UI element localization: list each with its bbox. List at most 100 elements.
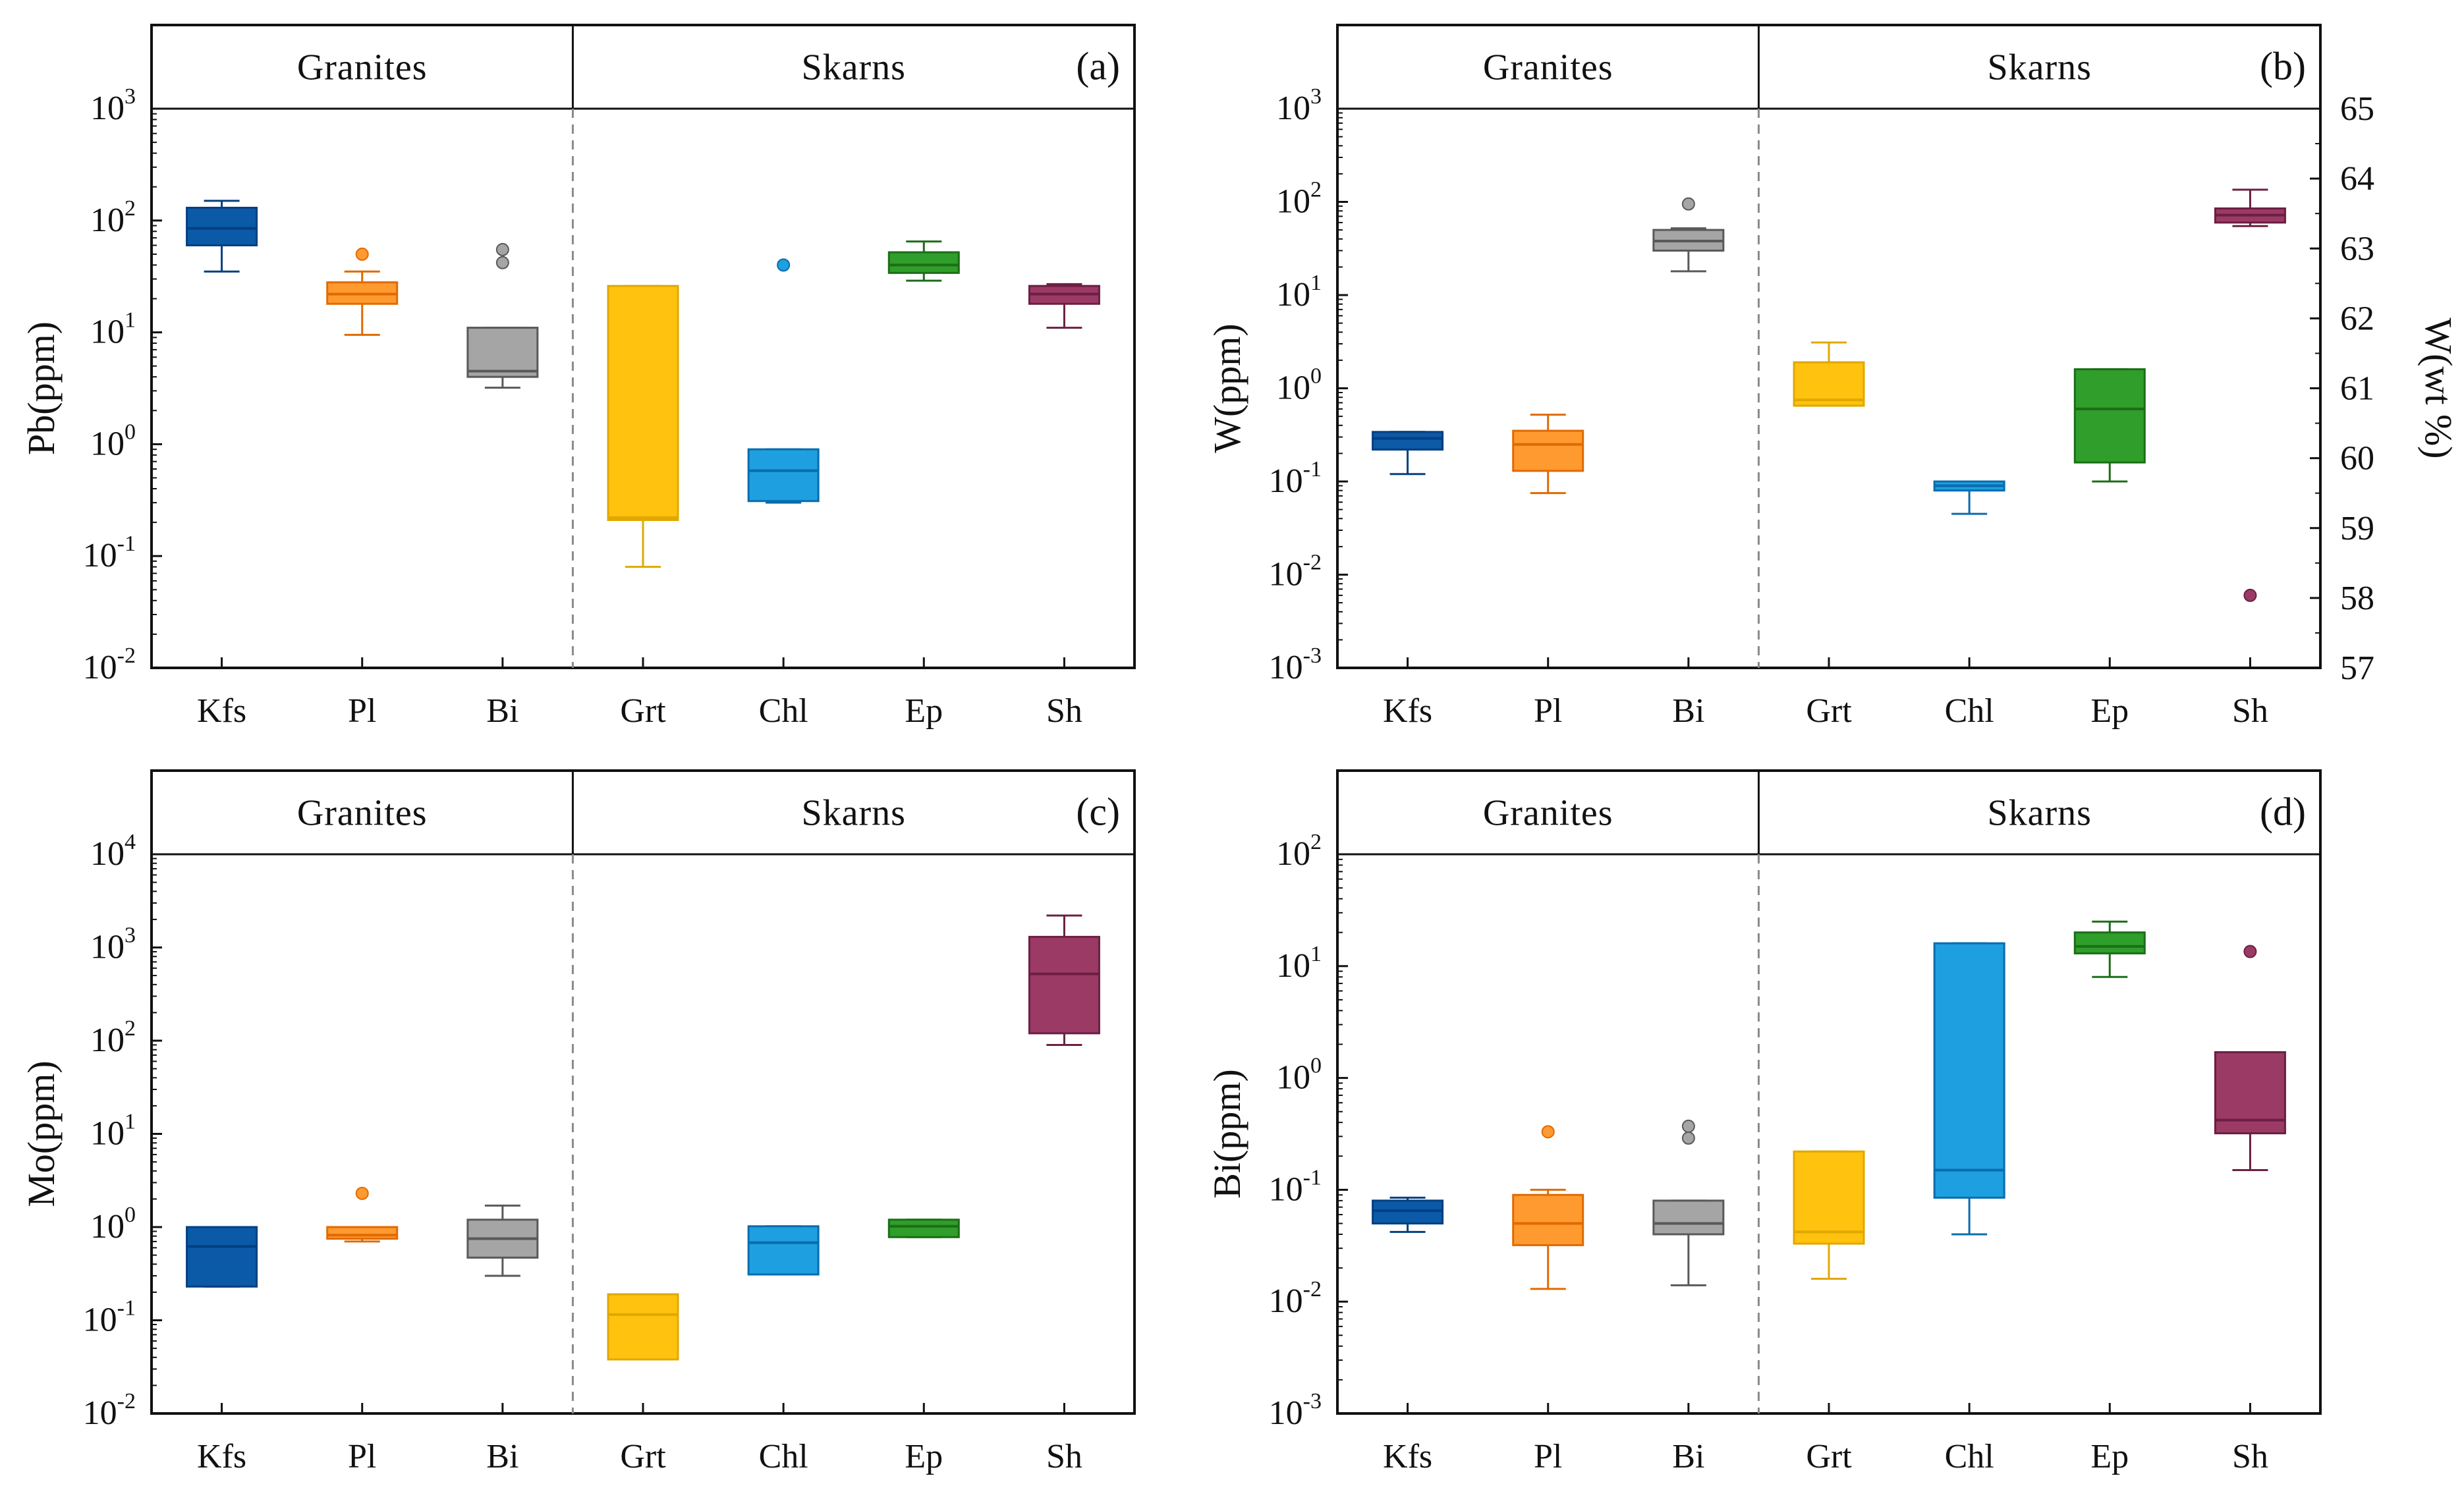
outlier-point xyxy=(355,1186,369,1200)
outlier-point xyxy=(1681,1119,1695,1133)
box-ep xyxy=(2073,368,2146,483)
box-bi xyxy=(466,242,539,389)
box-kfs xyxy=(186,200,258,273)
y-tick-label: 10-1 xyxy=(83,532,136,574)
outlier-point xyxy=(355,247,369,261)
group-label-skarns: Skarns xyxy=(801,793,905,834)
panel-tag: (b) xyxy=(2260,45,2306,88)
iqr-box xyxy=(747,1225,820,1276)
y-tick-label: 10-1 xyxy=(1269,1165,1322,1208)
iqr-box xyxy=(1372,1199,1444,1225)
y2-tick-label: 65 xyxy=(2340,90,2374,128)
box-bi xyxy=(466,1204,539,1277)
box-grt xyxy=(607,1293,679,1361)
panel-tag: (a) xyxy=(1076,45,1120,88)
box-sh xyxy=(2214,188,2286,602)
iqr-box xyxy=(607,1293,679,1361)
outlier-point xyxy=(495,242,509,256)
group-label-granites: Granites xyxy=(1483,47,1613,88)
iqr-box xyxy=(1028,935,1100,1035)
y2-tick-label: 62 xyxy=(2340,300,2374,337)
iqr-box xyxy=(186,1226,258,1288)
y2-tick-label: 58 xyxy=(2340,580,2374,617)
x-tick-label: Pl xyxy=(1534,692,1562,730)
axes-group: Granites Skarns (b) 10-3 10-2 10-1 100 101 102 10… xyxy=(1206,24,2460,730)
box-chl xyxy=(747,258,820,504)
y2-tick-label: 64 xyxy=(2340,160,2374,198)
x-tick-label: Kfs xyxy=(197,692,246,730)
box-kfs xyxy=(1372,431,1444,476)
x-tick-label: Chl xyxy=(1945,1438,1994,1475)
x-tick-label: Kfs xyxy=(1383,1438,1432,1475)
y-tick-label: 10-1 xyxy=(83,1296,136,1339)
box-pl xyxy=(1512,1125,1584,1290)
box-pl xyxy=(326,1186,399,1243)
y2-tick-label: 60 xyxy=(2340,440,2374,478)
x-tick-label: Bi xyxy=(486,1438,518,1475)
iqr-box xyxy=(1652,1199,1725,1236)
y2-tick-label: 63 xyxy=(2340,230,2374,267)
axes-group: Granites Skarns (d) 10-3 10-2 10-1 100 101 102 Bi… xyxy=(1206,769,2322,1475)
x-tick-label: Kfs xyxy=(1383,692,1432,730)
panel-a: Granites Skarns (a) 10-2 10-1 100 101 102 103 Pb(… xyxy=(20,24,1136,730)
y-tick-label: 100 xyxy=(1276,1054,1322,1097)
box-kfs xyxy=(1372,1196,1444,1233)
y-tick-label: 102 xyxy=(1276,830,1322,873)
y-axis-title: Bi(ppm) xyxy=(1206,1069,1248,1199)
box-chl xyxy=(747,1225,820,1276)
iqr-box xyxy=(466,327,539,378)
box-pl xyxy=(1512,414,1584,495)
y2-axis-title: W(wt %) xyxy=(2417,317,2460,458)
y-tick-label: 101 xyxy=(90,1110,136,1153)
y-axis-title: Mo(ppm) xyxy=(20,1060,63,1207)
x-tick-label: Ep xyxy=(905,1438,943,1475)
outlier-point xyxy=(777,258,791,272)
y-tick-label: 10-2 xyxy=(1269,551,1322,593)
y-tick-label: 102 xyxy=(1276,178,1322,221)
y-tick-label: 104 xyxy=(90,830,136,873)
box-bi xyxy=(1652,1119,1725,1286)
panel-b: Granites Skarns (b) 10-3 10-2 10-1 100 101 102 10… xyxy=(1206,24,2460,730)
iqr-box xyxy=(2073,931,2146,954)
x-tick-label: Bi xyxy=(1672,1438,1704,1475)
box-grt xyxy=(1793,341,1865,407)
x-tick-label: Sh xyxy=(2232,692,2268,730)
y-tick-label: 100 xyxy=(1276,364,1322,407)
y-tick-label: 103 xyxy=(90,923,136,966)
iqr-box xyxy=(326,1226,399,1240)
y-tick-label: 10-2 xyxy=(83,644,136,686)
box-bi xyxy=(1652,197,1725,273)
x-tick-label: Sh xyxy=(1046,692,1082,730)
iqr-box xyxy=(1512,429,1584,472)
box-chl xyxy=(1933,942,2005,1236)
iqr-box xyxy=(887,251,960,274)
outlier-point xyxy=(1681,1131,1695,1145)
y-tick-label: 10-2 xyxy=(1269,1277,1322,1320)
axes-group: Granites Skarns (a) 10-2 10-1 100 101 102 103 Pb(… xyxy=(20,24,1136,730)
y2-tick-label: 59 xyxy=(2340,510,2374,547)
iqr-box xyxy=(186,206,258,246)
y-axis-title: W(ppm) xyxy=(1206,323,1248,453)
y-tick-label: 100 xyxy=(90,1203,136,1246)
x-tick-label: Ep xyxy=(2090,1438,2129,1475)
iqr-box xyxy=(1372,431,1444,451)
x-tick-label: Ep xyxy=(2090,692,2129,730)
y-tick-label: 103 xyxy=(90,84,136,127)
iqr-box xyxy=(1933,942,2005,1199)
x-tick-label: Grt xyxy=(1806,1438,1852,1475)
panel-tag: (d) xyxy=(2260,790,2306,834)
iqr-box xyxy=(747,448,820,503)
y-tick-label: 103 xyxy=(1276,84,1322,127)
y2-tick-label: 57 xyxy=(2340,649,2374,687)
x-tick-label: Grt xyxy=(620,692,666,730)
box-grt xyxy=(607,285,679,568)
iqr-box xyxy=(1793,1150,1865,1245)
box-sh xyxy=(1028,283,1100,329)
y-tick-label: 101 xyxy=(90,308,136,351)
panel-d: Granites Skarns (d) 10-3 10-2 10-1 100 101 102 Bi… xyxy=(1206,769,2322,1475)
panel-c: Granites Skarns (c) 10-2 10-1 100 101 102 103 104… xyxy=(20,769,1136,1475)
group-label-skarns: Skarns xyxy=(1987,47,2091,88)
x-tick-label: Bi xyxy=(1672,692,1704,730)
outlier-point xyxy=(1681,197,1695,211)
